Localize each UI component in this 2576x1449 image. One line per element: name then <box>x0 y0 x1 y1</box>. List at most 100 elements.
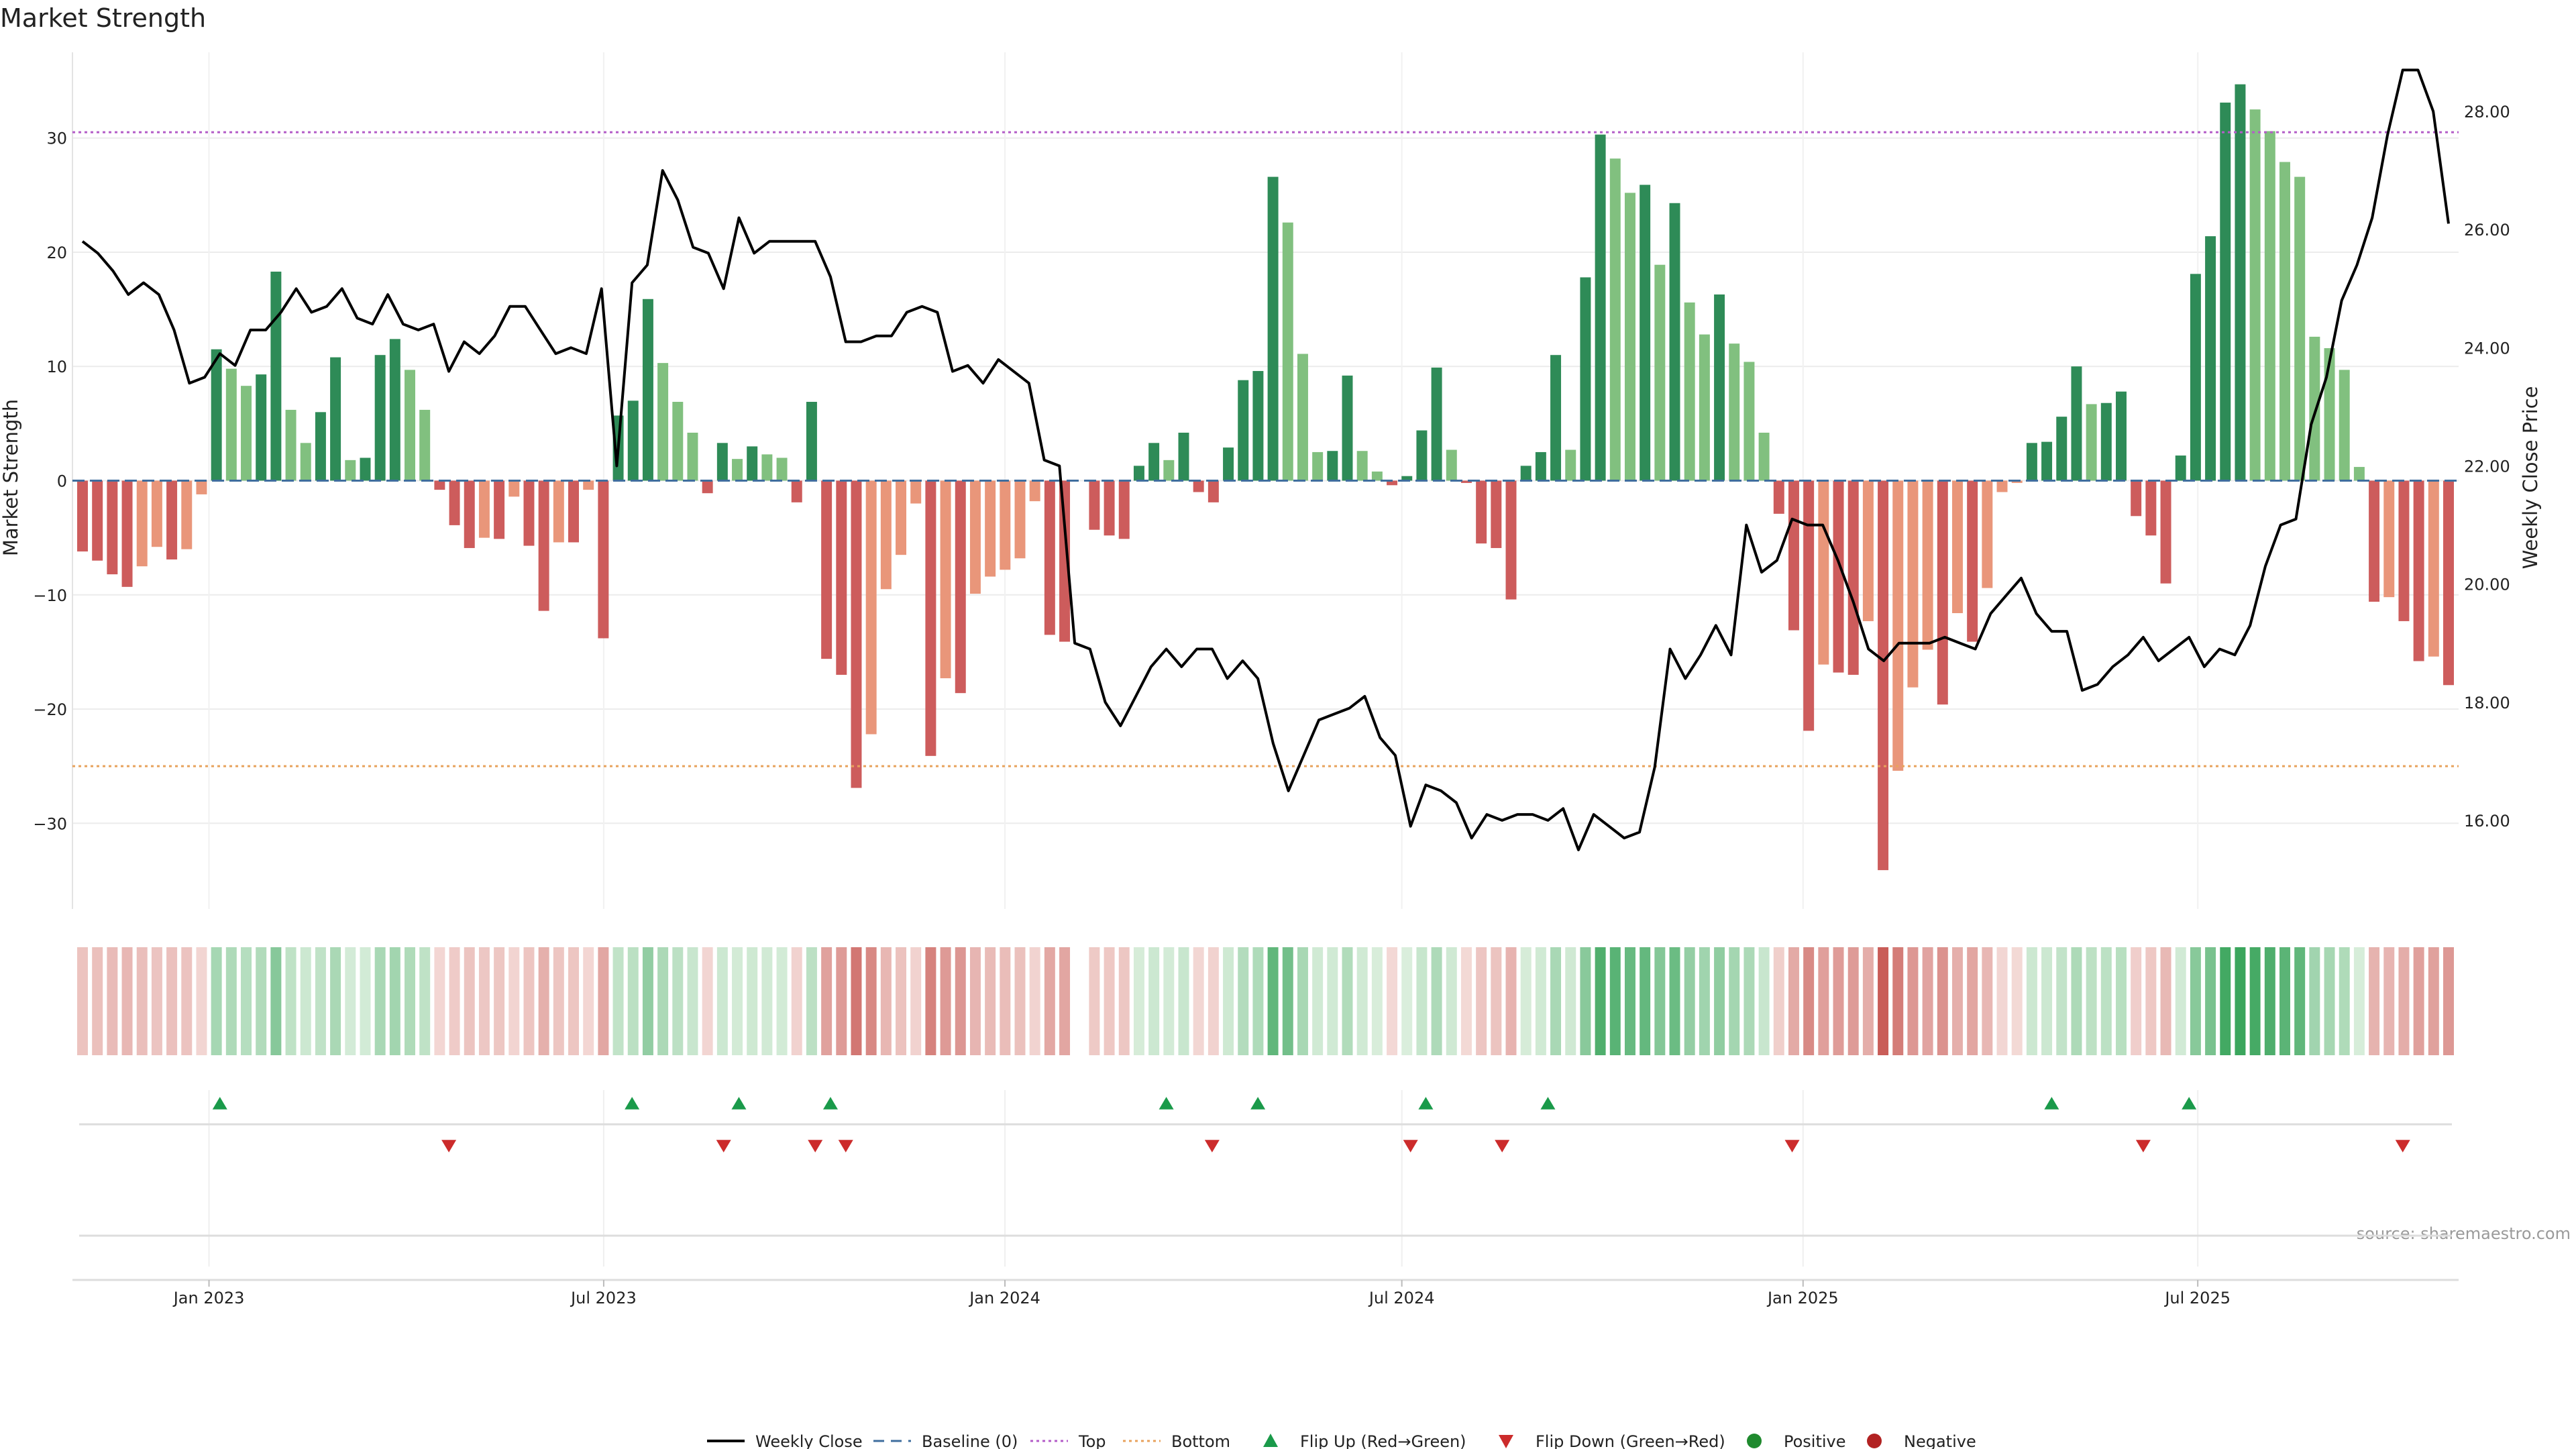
strength-bar <box>2353 467 2365 481</box>
strength-bar <box>880 480 892 590</box>
heatmap-cell <box>1847 947 1859 1055</box>
strength-bar <box>523 480 535 546</box>
heatmap-cell <box>1297 947 1308 1055</box>
heatmap-cell <box>1505 947 1517 1055</box>
strength-bar <box>285 409 297 481</box>
strength-bar <box>1104 480 1115 536</box>
strength-bar <box>1059 480 1071 642</box>
strength-bar <box>1356 451 1368 481</box>
heatmap-cell <box>1609 947 1621 1055</box>
strength-bar <box>315 412 326 481</box>
flip-up-marker <box>2044 1097 2059 1110</box>
heatmap-cell <box>791 947 802 1055</box>
heatmap-cell <box>1833 947 1844 1055</box>
heatmap-cell <box>1892 947 1904 1055</box>
heatmap-cell <box>449 947 460 1055</box>
legend-item: Weekly Close <box>707 1432 863 1449</box>
heatmap-cell <box>330 947 341 1055</box>
y2-tick-label: 20.00 <box>2464 576 2510 594</box>
heatmap-cell <box>1208 947 1219 1055</box>
x-tick-label: Jan 2024 <box>968 1289 1040 1307</box>
heatmap-cell <box>1431 947 1442 1055</box>
strength-bar <box>1937 480 1948 705</box>
strength-bar <box>2086 404 2097 481</box>
heatmap-cell <box>478 947 490 1055</box>
strength-bar <box>121 480 133 587</box>
strength-bar <box>2056 417 2068 481</box>
strength-bar <box>2339 370 2350 481</box>
flip-down-marker <box>2395 1140 2410 1152</box>
heatmap-cell <box>434 947 445 1055</box>
strength-bar <box>478 480 490 538</box>
strength-bar <box>1669 203 1680 481</box>
flip-down-marker <box>1784 1140 1800 1152</box>
strength-bar <box>1312 451 1324 481</box>
heatmap-cell <box>136 947 148 1055</box>
heatmap-cell <box>1476 947 1487 1055</box>
strength-bar <box>851 480 862 788</box>
heatmap-cell <box>2175 947 2186 1055</box>
heatmap-cell <box>1773 947 1784 1055</box>
strength-bar <box>1699 334 1710 481</box>
strength-bar <box>211 349 222 481</box>
strength-bar <box>642 299 653 481</box>
strength-bar <box>1327 451 1338 481</box>
heatmap-cell <box>2145 947 2157 1055</box>
heatmap-cell <box>1148 947 1160 1055</box>
legend: Weekly Close Baseline (0) Top Bottom Flip Up… <box>707 1432 1976 1449</box>
y-tick-label: 20 <box>46 244 67 262</box>
x-tick-label: Jul 2023 <box>570 1289 637 1307</box>
heatmap-cell <box>1669 947 1680 1055</box>
legend-item: Negative <box>1867 1432 1976 1449</box>
strength-bar <box>300 443 311 481</box>
strength-bar <box>1907 480 1919 688</box>
heatmap-cell <box>1416 947 1428 1055</box>
heatmap-cell <box>77 947 88 1055</box>
y2-tick-label: 26.00 <box>2464 221 2510 239</box>
strength-bar <box>419 409 431 481</box>
heatmap-cell <box>121 947 133 1055</box>
heatmap-cell <box>821 947 833 1055</box>
heatmap-cell <box>225 947 237 1055</box>
strength-bar <box>806 402 817 481</box>
strength-bar <box>449 480 460 525</box>
heatmap-cell <box>508 947 520 1055</box>
strength-bar <box>568 480 580 543</box>
strength-bar <box>1922 480 1933 650</box>
strength-bar <box>1550 355 1562 481</box>
heatmap-cell <box>2086 947 2097 1055</box>
strength-bar <box>2190 274 2201 481</box>
strength-bar <box>2145 480 2157 536</box>
flip-up-marker <box>731 1097 747 1110</box>
strength-bar <box>1833 480 1844 673</box>
heatmap-cell <box>776 947 788 1055</box>
heatmap-cell <box>107 947 118 1055</box>
heatmap-cell <box>1460 947 1472 1055</box>
strength-bar <box>1000 480 1011 570</box>
heatmap-cell <box>1029 947 1040 1055</box>
heatmap-cell <box>256 947 267 1055</box>
strength-bar <box>702 480 713 494</box>
weekly-close-line <box>81 68 2450 851</box>
heatmap-cell <box>1714 947 1725 1055</box>
flip-up-marker <box>822 1097 838 1110</box>
flip-down-marker <box>1495 1140 1510 1152</box>
legend-item: Flip Down (Green→Red) <box>1499 1432 1725 1449</box>
strength-bar <box>374 355 386 481</box>
heatmap-cell <box>2369 947 2380 1055</box>
strength-bar <box>657 363 669 481</box>
strength-bar <box>627 400 639 481</box>
strength-bar <box>1580 277 1591 481</box>
heatmap-cell <box>1044 947 1055 1055</box>
strength-bar <box>2294 176 2306 481</box>
heatmap-cell <box>1818 947 1829 1055</box>
heatmap-cell <box>1104 947 1115 1055</box>
heatmap-cell <box>2339 947 2350 1055</box>
heatmap-cell <box>925 947 936 1055</box>
strength-bar <box>1342 375 1353 481</box>
heatmap-cell <box>2383 947 2395 1055</box>
strength-bar <box>1371 471 1383 481</box>
strength-bar <box>1758 432 1770 481</box>
heatmap-cell <box>270 947 282 1055</box>
